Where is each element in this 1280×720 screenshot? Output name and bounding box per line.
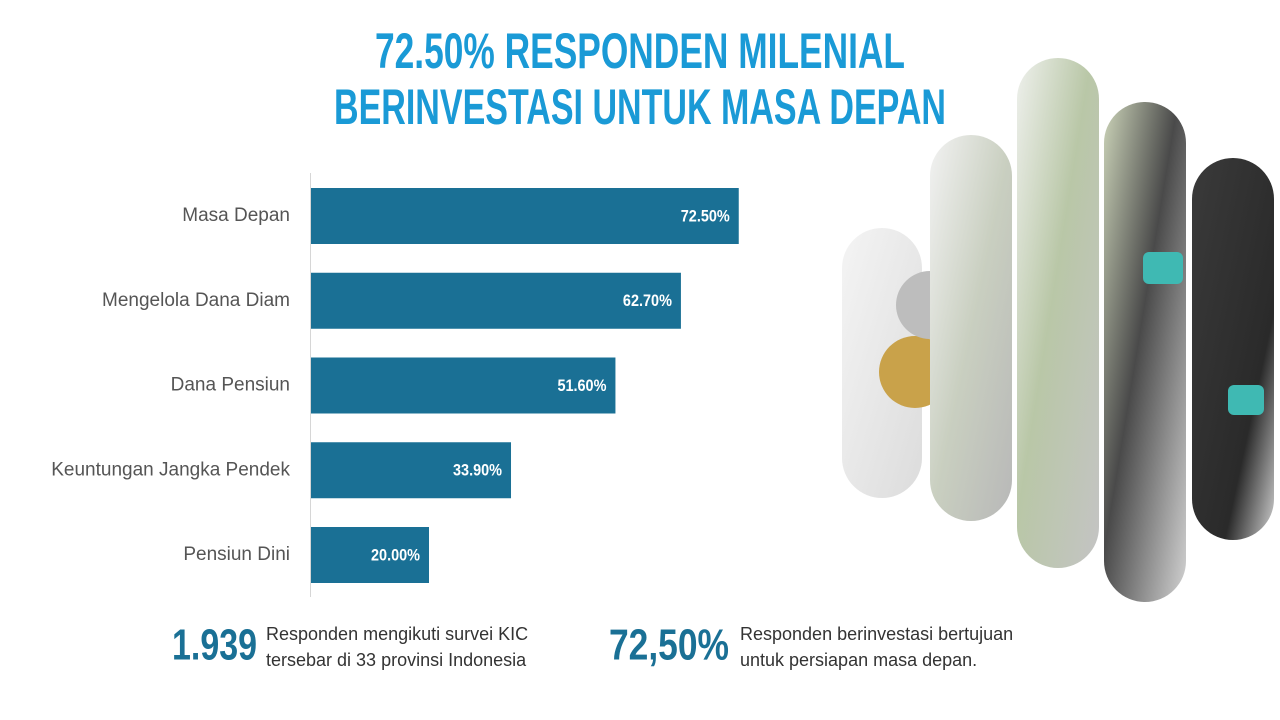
category-label: Mengelola Dana Diam [102, 290, 290, 311]
category-label: Keuntungan Jangka Pendek [51, 459, 290, 480]
photo-strip [1192, 158, 1274, 540]
chart-title: BERINVESTASI UNTUK MASA DEPAN [334, 79, 946, 135]
bar [311, 188, 739, 244]
category-label: Pensiun Dini [183, 544, 290, 565]
stat-value: 72,50% [609, 621, 729, 670]
calculator-key [1228, 385, 1264, 415]
category-label: Dana Pensiun [171, 375, 290, 396]
value-label: 33.90% [453, 461, 502, 480]
photo-strips [842, 58, 1274, 602]
bar [311, 272, 681, 329]
value-label: 51.60% [557, 376, 606, 395]
chart-title: 72.50% RESPONDEN MILENIAL [375, 23, 905, 79]
stat-description: Responden berinvestasi bertujuan [740, 624, 1013, 644]
bar [311, 442, 512, 499]
value-label: 20.00% [371, 545, 420, 564]
photo-strip [1017, 58, 1099, 568]
category-label: Masa Depan [182, 205, 290, 226]
bar [311, 357, 616, 414]
stat-description: untuk persiapan masa depan. [740, 650, 977, 670]
photo-strip [1104, 102, 1186, 602]
stat-description: tersebar di 33 provinsi Indonesia [266, 650, 527, 670]
photo-strip [930, 135, 1012, 521]
calculator-key [1143, 252, 1183, 284]
bar [311, 527, 429, 583]
stat-description: Responden mengikuti survei KIC [266, 624, 528, 644]
value-label: 72.50% [681, 206, 730, 225]
stat-value: 1.939 [172, 621, 257, 670]
value-label: 62.70% [623, 291, 672, 310]
